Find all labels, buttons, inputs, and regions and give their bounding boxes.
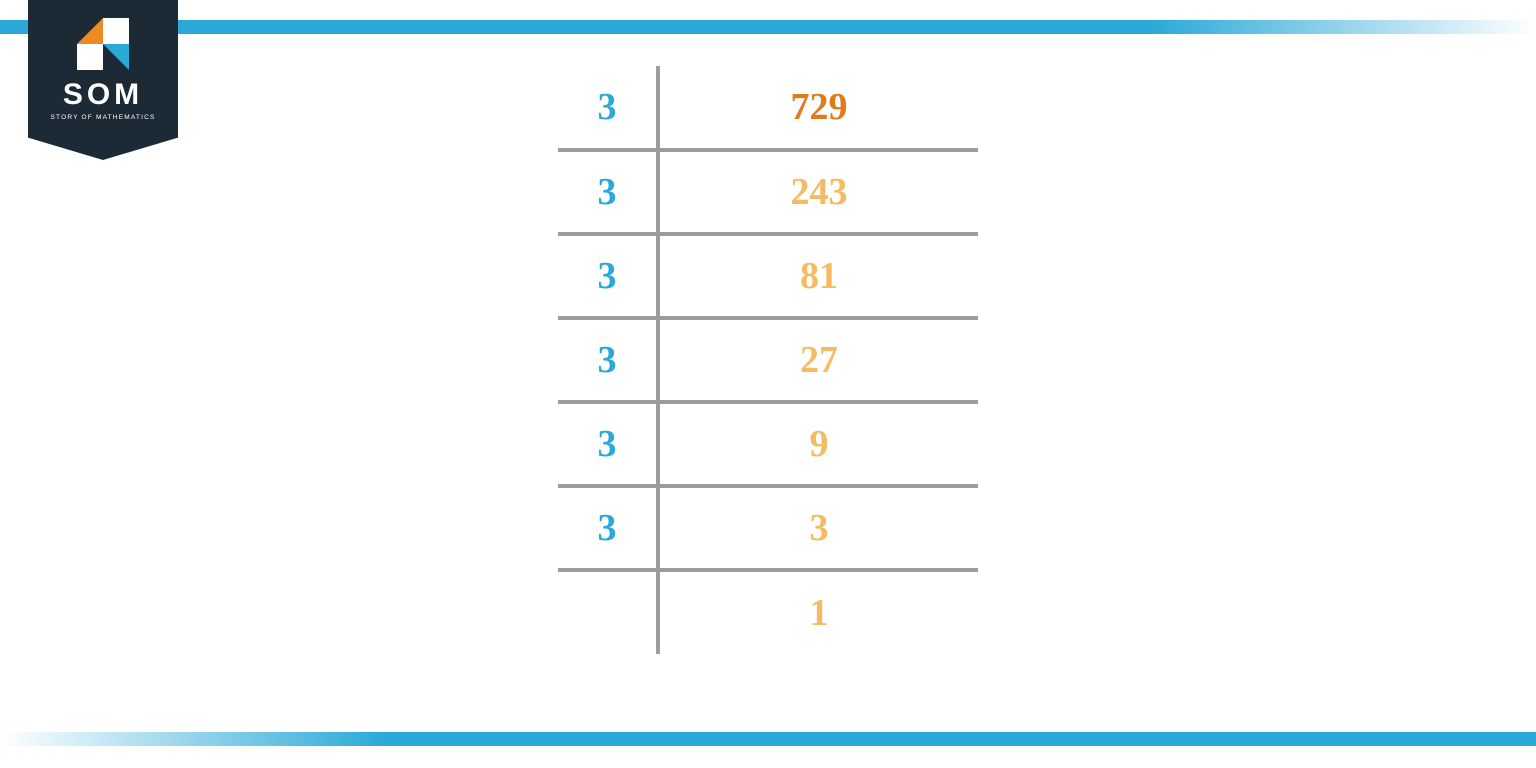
table-row: 3729 xyxy=(558,66,978,150)
divisor-cell: 3 xyxy=(558,318,658,402)
bottom-bar-fade xyxy=(0,732,386,746)
divisor-cell: 3 xyxy=(558,402,658,486)
table-row: 381 xyxy=(558,234,978,318)
quotient-cell: 27 xyxy=(658,318,978,402)
table-row: 1 xyxy=(558,570,978,654)
table-row: 327 xyxy=(558,318,978,402)
bottom-accent-bar xyxy=(0,732,1536,746)
divisor-cell: 3 xyxy=(558,66,658,150)
divisor-cell: 3 xyxy=(558,234,658,318)
divisor-cell xyxy=(558,570,658,654)
top-bar-fade xyxy=(1150,20,1536,34)
factorization-table: 3729324338132739331 xyxy=(558,66,978,654)
quotient-cell: 9 xyxy=(658,402,978,486)
quotient-cell: 1 xyxy=(658,570,978,654)
table-row: 33 xyxy=(558,486,978,570)
brand-name: SOM xyxy=(63,80,143,110)
divisor-cell: 3 xyxy=(558,150,658,234)
quotient-cell: 81 xyxy=(658,234,978,318)
divisor-cell: 3 xyxy=(558,486,658,570)
quotient-cell: 729 xyxy=(658,66,978,150)
quotient-cell: 243 xyxy=(658,150,978,234)
brand-subtitle: STORY OF MATHEMATICS xyxy=(50,114,155,121)
bottom-bar-solid xyxy=(386,732,1536,746)
brand-icon xyxy=(77,18,129,70)
quotient-cell: 3 xyxy=(658,486,978,570)
table-row: 3243 xyxy=(558,150,978,234)
top-accent-bar xyxy=(0,20,1536,34)
brand-badge: SOM STORY OF MATHEMATICS xyxy=(28,0,178,160)
table-row: 39 xyxy=(558,402,978,486)
factorization-table-container: 3729324338132739331 xyxy=(558,66,978,654)
